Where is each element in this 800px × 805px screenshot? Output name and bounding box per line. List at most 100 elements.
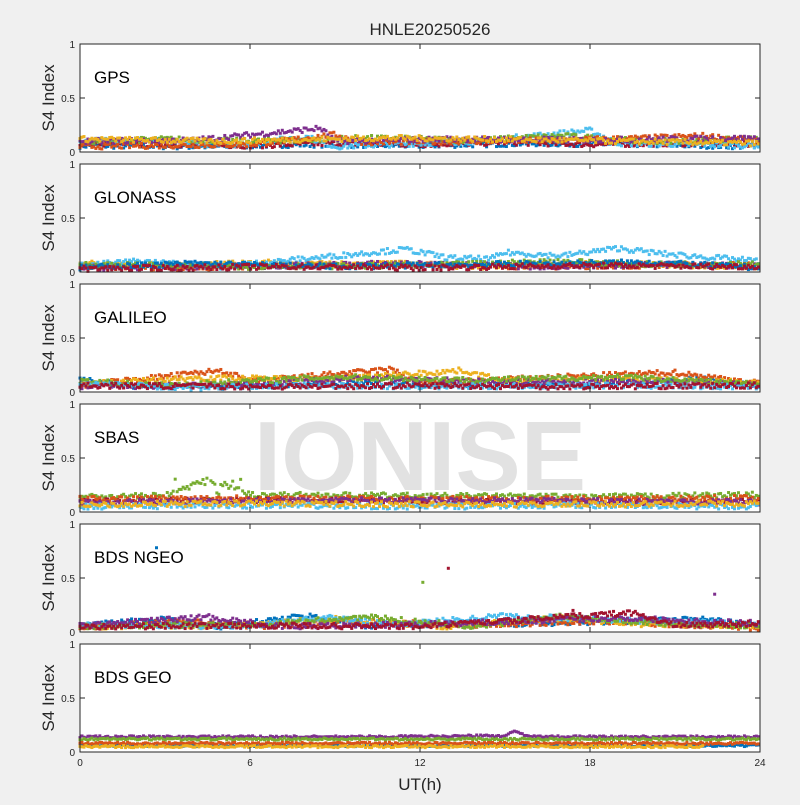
data-point	[340, 256, 343, 259]
data-point	[269, 141, 272, 144]
data-point	[203, 137, 206, 140]
data-point	[279, 132, 282, 135]
data-point	[382, 142, 385, 145]
data-point	[320, 144, 323, 147]
data-point	[328, 253, 331, 256]
data-point	[697, 266, 700, 269]
data-point	[572, 261, 575, 264]
data-point	[328, 267, 331, 270]
data-point	[602, 262, 605, 265]
data-point	[751, 265, 754, 268]
data-point	[176, 264, 179, 267]
data-point	[128, 263, 131, 266]
chart-title: HNLE20250526	[370, 20, 491, 39]
data-point	[257, 266, 260, 269]
data-point	[279, 145, 282, 148]
data-point	[138, 146, 141, 149]
data-point	[158, 266, 161, 269]
data-point	[148, 141, 151, 144]
data-point	[360, 266, 363, 269]
data-point	[154, 266, 157, 269]
data-point	[515, 133, 518, 136]
data-point	[632, 138, 635, 141]
data-point	[148, 264, 151, 267]
data-point	[537, 133, 540, 136]
data-point	[600, 266, 603, 269]
panel-label: GLONASS	[94, 188, 176, 207]
data-point	[493, 136, 496, 139]
data-point	[376, 260, 379, 263]
data-point	[432, 251, 435, 254]
data-point	[556, 141, 559, 144]
data-point	[235, 138, 238, 141]
data-point	[463, 139, 466, 142]
data-point	[239, 141, 242, 144]
data-point	[487, 259, 490, 262]
data-point	[562, 129, 565, 132]
data-point	[370, 268, 373, 271]
data-point	[166, 141, 169, 144]
data-point	[352, 263, 355, 266]
data-point	[342, 251, 345, 254]
data-point	[670, 142, 673, 145]
y-axis-label: S4 Index	[39, 64, 58, 132]
data-point	[549, 140, 552, 143]
data-point	[84, 267, 87, 270]
data-point	[660, 251, 663, 254]
data-point	[558, 129, 561, 132]
data-point	[612, 137, 615, 140]
data-point	[324, 140, 327, 143]
data-point	[733, 135, 736, 138]
data-point	[414, 136, 417, 139]
data-point	[400, 134, 403, 137]
data-point	[636, 266, 639, 269]
data-point	[239, 267, 242, 270]
data-point	[757, 146, 760, 149]
data-point	[396, 251, 399, 254]
data-point	[539, 260, 542, 263]
data-point	[186, 265, 189, 268]
data-point	[660, 139, 663, 142]
data-point	[719, 144, 722, 147]
data-point	[745, 267, 748, 270]
plot-area	[80, 164, 760, 272]
data-point	[741, 256, 744, 259]
data-point	[535, 140, 538, 143]
data-point	[610, 142, 613, 145]
data-point	[481, 138, 484, 141]
data-point	[354, 139, 357, 142]
data-point	[233, 267, 236, 270]
data-point	[602, 139, 605, 142]
data-point	[560, 140, 563, 143]
data-point	[301, 263, 304, 266]
data-point	[186, 137, 189, 140]
data-point	[553, 264, 556, 267]
data-point	[277, 142, 280, 145]
data-point	[507, 264, 510, 267]
data-point	[94, 265, 97, 268]
data-point	[614, 245, 617, 248]
data-point	[689, 140, 692, 143]
data-point	[437, 265, 440, 268]
data-point	[598, 263, 601, 266]
data-point	[332, 131, 335, 134]
data-point	[249, 142, 252, 145]
y-tick-label: 0	[69, 148, 75, 159]
data-point	[114, 140, 117, 143]
data-point	[199, 141, 202, 144]
data-point	[158, 147, 161, 150]
data-point	[743, 142, 746, 145]
data-point	[477, 255, 480, 258]
data-point	[386, 263, 389, 266]
data-point	[400, 143, 403, 146]
data-point	[743, 135, 746, 138]
data-point	[136, 262, 139, 265]
data-point	[110, 262, 113, 265]
data-point	[749, 144, 752, 147]
data-point	[662, 254, 665, 257]
data-point	[443, 136, 446, 139]
data-point	[679, 139, 682, 142]
data-point	[267, 138, 270, 141]
data-point	[404, 138, 407, 141]
